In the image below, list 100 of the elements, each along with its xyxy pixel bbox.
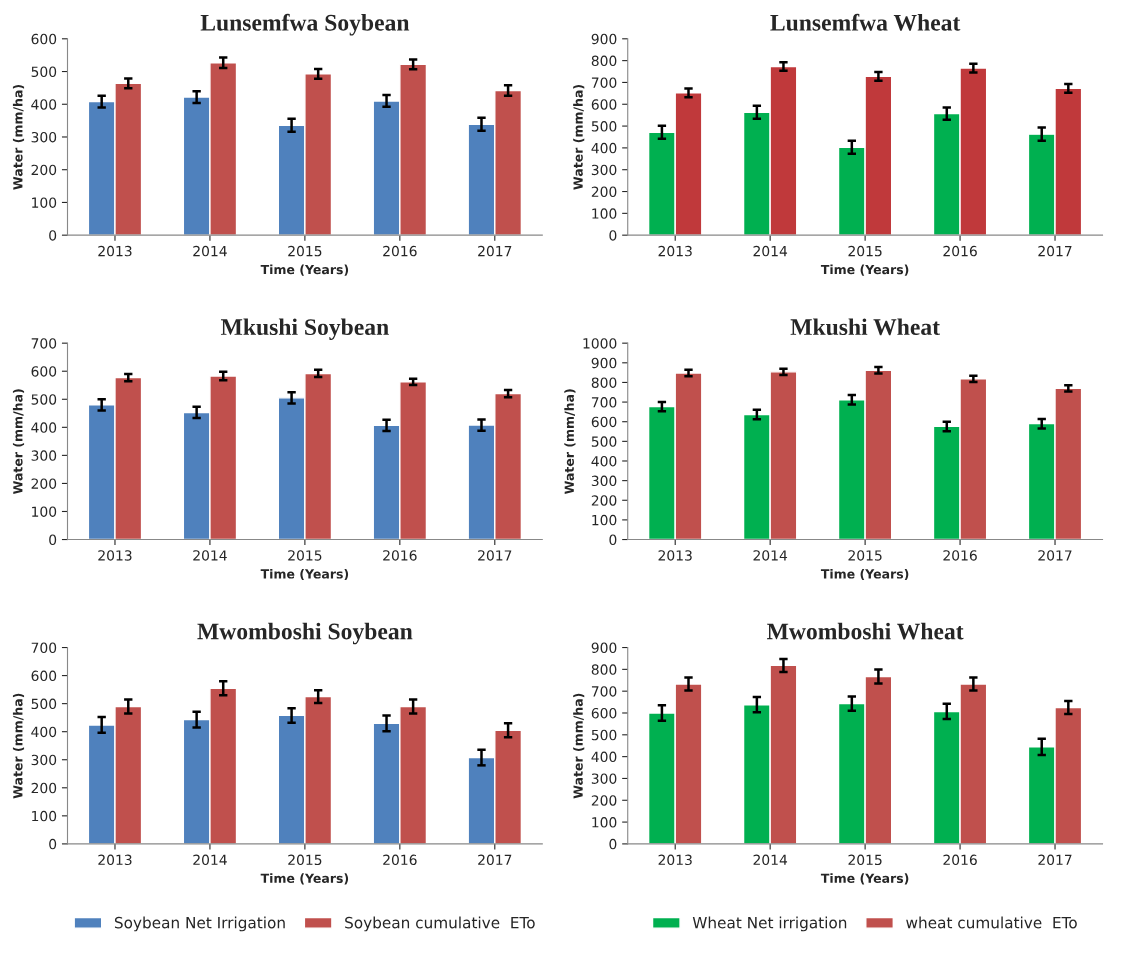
y-tick-label: 0 — [609, 230, 617, 241]
x-axis-title: Time (Years) — [820, 264, 909, 276]
y-tick-label: 100 — [592, 817, 617, 828]
x-tick-label: 2016 — [383, 854, 417, 866]
x-tick-label: 2017 — [1038, 854, 1072, 866]
y-axis-title: Water (mm/ha) — [12, 85, 25, 190]
y-tick-label: 400 — [31, 726, 57, 738]
y-tick-label: 400 — [31, 99, 57, 110]
y-tick-label: 0 — [49, 534, 57, 546]
y-tick-label: 0 — [49, 838, 57, 850]
x-tick-label: 2016 — [383, 245, 417, 257]
x-tick-label: 2017 — [478, 854, 512, 866]
y-tick-label: 300 — [31, 450, 57, 461]
chart-title: Mkushi Wheat — [790, 318, 940, 336]
x-tick-label: 2015 — [288, 550, 322, 561]
y-tick-label: 500 — [591, 729, 617, 741]
y-tick-label: 100 — [592, 514, 617, 526]
y-tick-label: 700 — [591, 686, 617, 697]
x-tick-label: 2013 — [98, 550, 132, 561]
y-axis-title: Water (mm/ha) — [573, 693, 585, 799]
x-tick-label: 2015 — [288, 245, 322, 257]
x-axis-title: Time (Years) — [820, 873, 909, 885]
chart-title: Mwomboshi Soybean — [197, 622, 413, 645]
chart-title: Mkushi Soybean — [220, 318, 389, 340]
y-tick-label: 200 — [591, 795, 617, 806]
y-axis-title: Water (mm/ha) — [12, 389, 25, 495]
y-tick-label: 500 — [31, 66, 57, 77]
y-tick-label: 800 — [591, 664, 617, 675]
y-tick-label: 0 — [609, 534, 617, 546]
y-tick-label: 500 — [591, 436, 617, 447]
y-tick-label: 400 — [591, 142, 617, 154]
x-tick-label: 2014 — [753, 245, 788, 257]
y-tick-label: 600 — [591, 99, 617, 110]
x-tick-label: 2017 — [478, 245, 512, 257]
y-tick-label: 500 — [31, 698, 57, 710]
x-tick-label: 2013 — [658, 854, 692, 866]
y-tick-label: 100 — [592, 208, 617, 219]
y-tick-label: 600 — [31, 366, 57, 377]
y-tick-label: 600 — [591, 707, 617, 719]
legend-label: Soybean Net Irrigation — [114, 916, 285, 932]
y-axis-title: Water (mm/ha) — [12, 693, 25, 799]
y-axis-title: Water (mm/ha) — [564, 389, 576, 495]
x-axis-title: Time (Years) — [260, 264, 349, 276]
x-axis-title: Time (Years) — [260, 568, 349, 581]
x-tick-label: 2017 — [1038, 245, 1072, 257]
x-tick-label: 2016 — [943, 550, 977, 561]
y-tick-label: 800 — [591, 55, 617, 67]
x-tick-label: 2014 — [193, 550, 227, 561]
x-tick-label: 2017 — [478, 550, 512, 561]
y-tick-label: 300 — [31, 754, 57, 766]
y-tick-label: 300 — [591, 164, 617, 176]
x-axis-title: Time (Years) — [820, 568, 909, 581]
y-tick-label: 700 — [31, 642, 57, 654]
y-tick-label: 700 — [31, 338, 57, 349]
y-tick-label: 500 — [591, 121, 617, 132]
y-tick-label: 1000 — [583, 338, 617, 349]
x-tick-label: 2013 — [98, 854, 132, 866]
y-tick-label: 900 — [591, 357, 617, 369]
x-tick-label: 2015 — [848, 854, 882, 866]
x-tick-label: 2013 — [658, 245, 692, 257]
legend-label: Soybean cumulative ETo — [345, 916, 535, 932]
legend-label: Wheat Net irrigation — [692, 916, 847, 932]
y-tick-label: 600 — [591, 416, 617, 428]
y-tick-label: 900 — [591, 642, 617, 654]
x-tick-label: 2015 — [848, 550, 882, 561]
y-tick-label: 400 — [591, 751, 617, 763]
x-tick-label: 2016 — [943, 854, 977, 866]
y-tick-label: 400 — [31, 422, 57, 433]
y-tick-label: 0 — [609, 838, 617, 850]
x-tick-label: 2013 — [98, 245, 132, 257]
x-tick-label: 2013 — [658, 550, 692, 561]
y-tick-label: 200 — [31, 164, 57, 176]
x-axis-title: Time (Years) — [260, 873, 349, 885]
x-tick-label: 2014 — [753, 550, 788, 561]
y-tick-label: 300 — [591, 475, 617, 487]
y-tick-label: 300 — [31, 131, 57, 143]
y-tick-label: 200 — [31, 478, 57, 489]
x-tick-label: 2016 — [383, 550, 417, 561]
x-tick-label: 2014 — [753, 854, 788, 866]
x-tick-label: 2015 — [848, 245, 882, 257]
y-tick-label: 0 — [49, 230, 57, 241]
legend-label: wheat cumulative ETo — [906, 916, 1077, 929]
y-tick-label: 100 — [32, 197, 57, 208]
y-tick-label: 400 — [591, 455, 617, 467]
y-tick-label: 900 — [591, 33, 617, 45]
y-tick-label: 700 — [591, 77, 617, 88]
y-tick-label: 100 — [32, 810, 57, 822]
y-tick-label: 200 — [591, 186, 617, 197]
y-tick-label: 100 — [32, 506, 57, 517]
x-tick-label: 2016 — [943, 245, 977, 257]
y-tick-label: 500 — [31, 394, 57, 405]
x-tick-label: 2014 — [193, 854, 227, 866]
x-tick-label: 2017 — [1038, 550, 1072, 561]
y-tick-label: 800 — [591, 377, 617, 388]
y-tick-label: 600 — [31, 670, 57, 682]
y-tick-label: 200 — [591, 495, 617, 506]
y-axis-title: Water (mm/ha) — [573, 85, 585, 190]
x-tick-label: 2014 — [193, 245, 227, 257]
chart-title: Lunsemfwa Soybean — [200, 13, 410, 36]
y-tick-label: 200 — [31, 782, 57, 794]
